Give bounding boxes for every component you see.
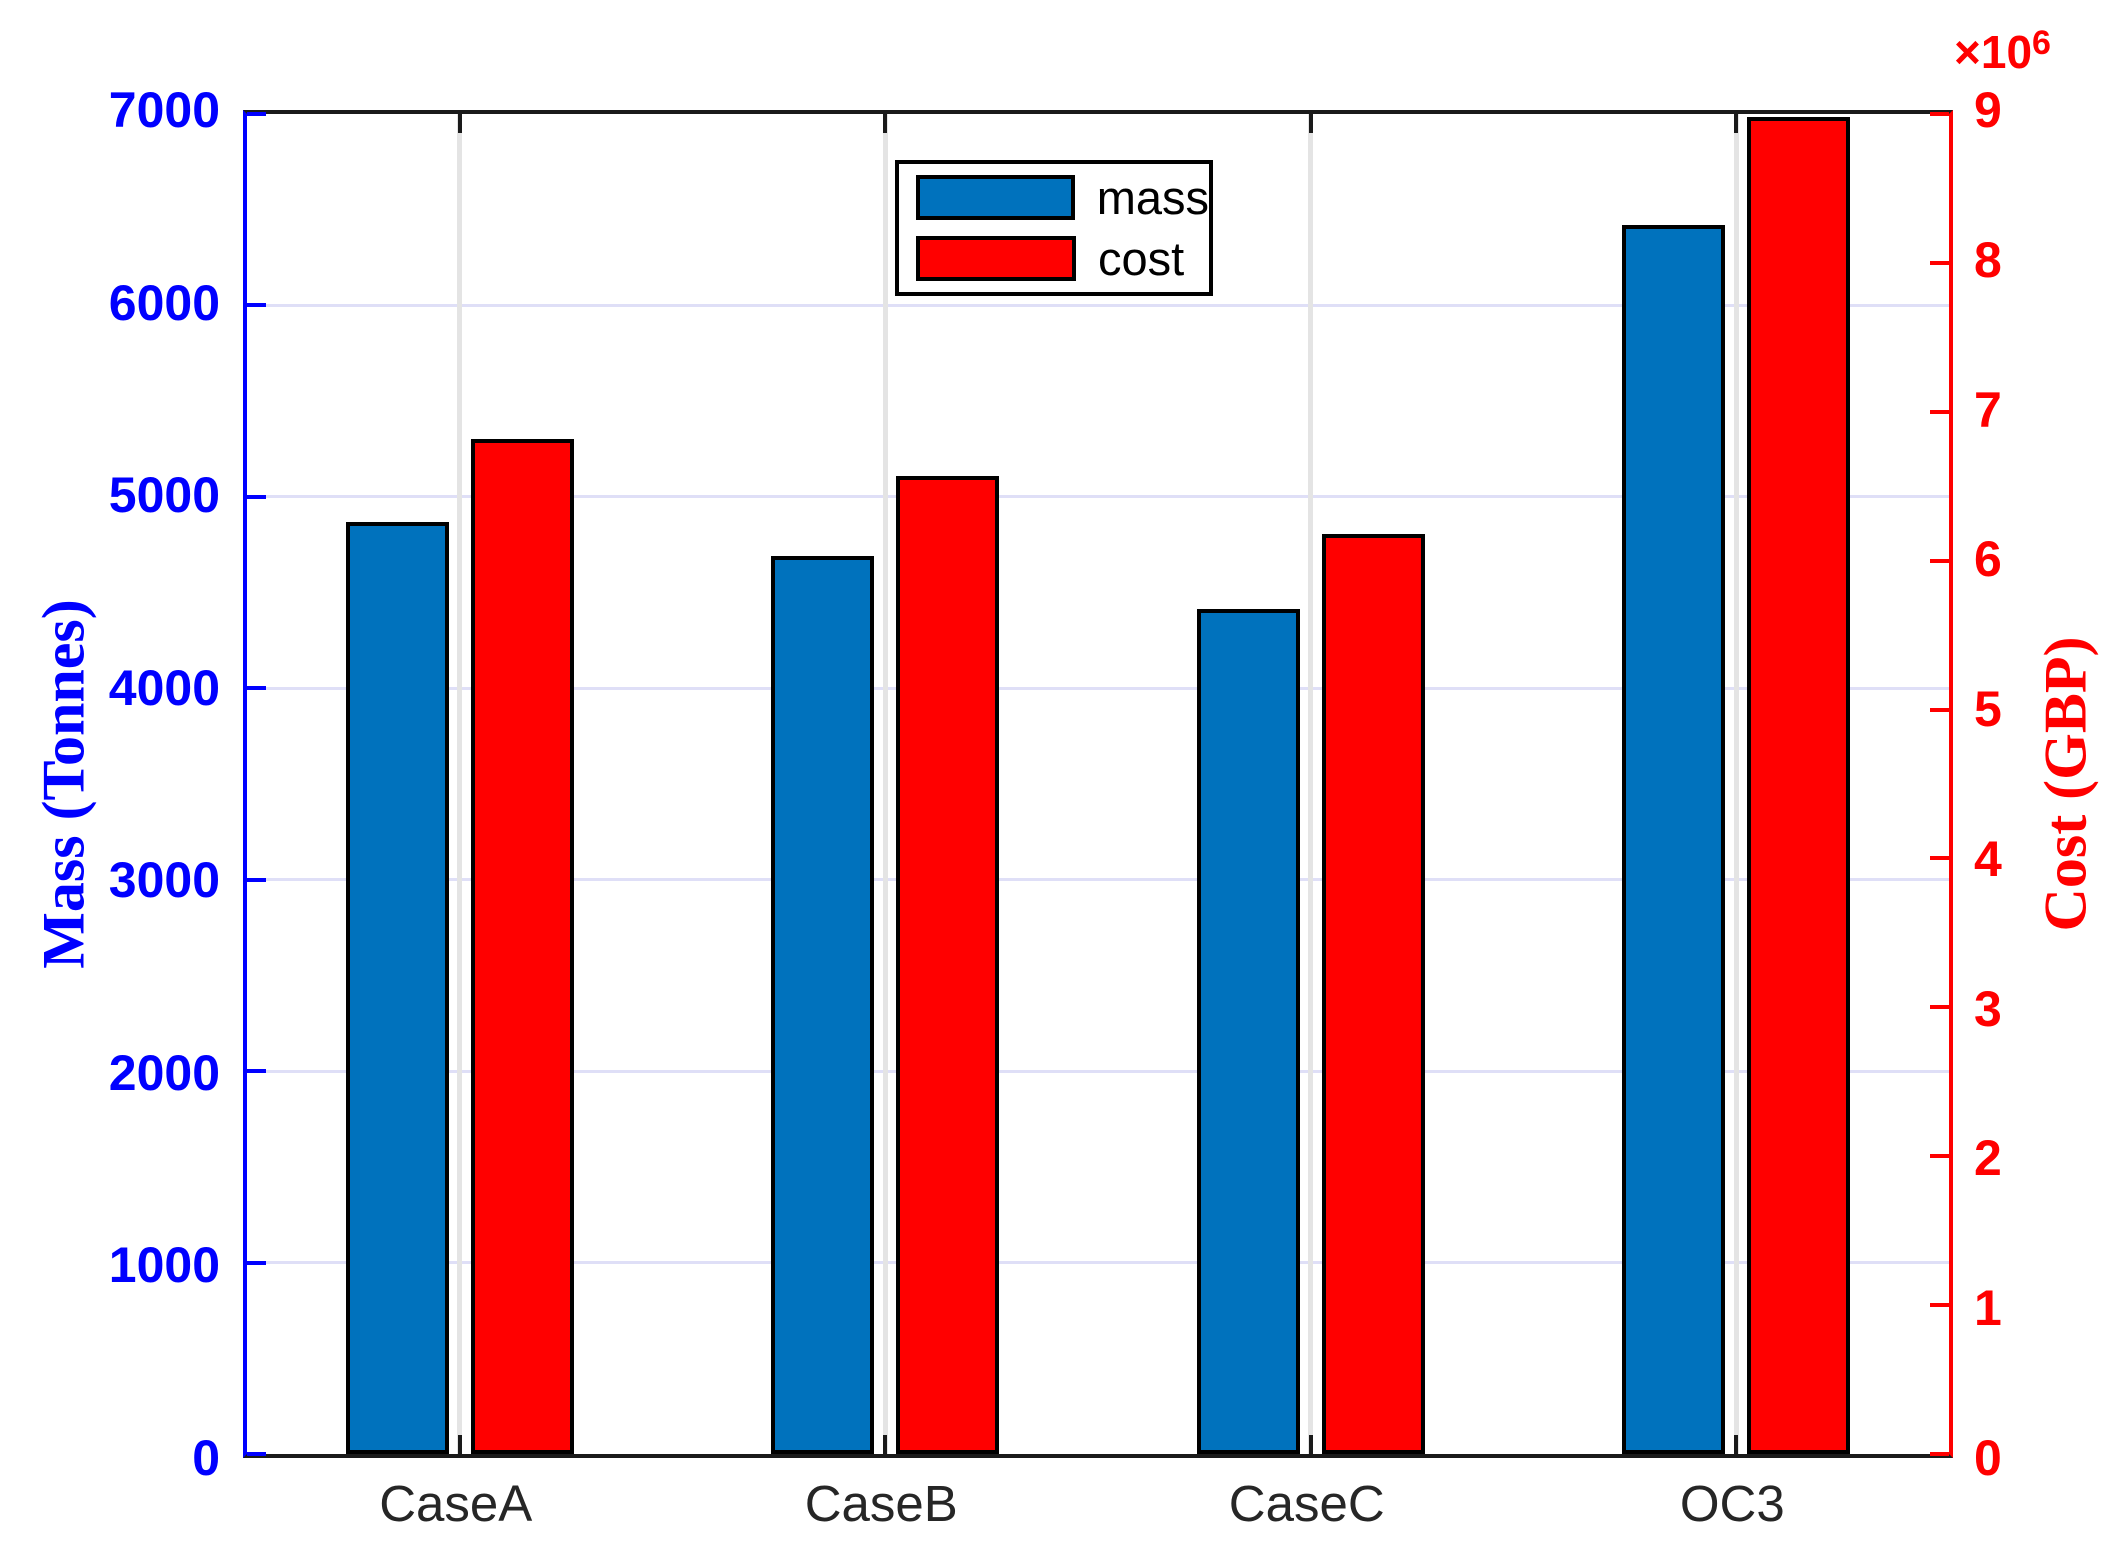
legend: mass cost: [895, 160, 1213, 296]
hgridline-4000: [247, 686, 1949, 690]
right-tick-label-2: 2: [1974, 1130, 2002, 1187]
left-tick-3000: [247, 877, 266, 882]
left-tick-2000: [247, 1069, 266, 1074]
left-tick-label-3000: 3000: [108, 852, 220, 909]
hgridline-6000: [247, 303, 1949, 307]
left-tick-1000: [247, 1260, 266, 1265]
cost-bar-OC3: [1747, 116, 1851, 1454]
legend-label-mass: mass: [1096, 171, 1209, 224]
left-tick-6000: [247, 303, 266, 308]
right-tick-label-1: 1: [1974, 1280, 2002, 1337]
right-tick-label-3: 3: [1974, 980, 2002, 1037]
right-tick-1: [1930, 1303, 1949, 1308]
right-tick-label-0: 0: [1974, 1430, 2002, 1486]
mass-bar-CaseB: [771, 556, 875, 1454]
x-tick-label-OC3: OC3: [1679, 1475, 1785, 1532]
mass-bar-OC3: [1622, 225, 1726, 1454]
right-tick-label-9: 9: [1974, 82, 2002, 138]
right-tick-label-4: 4: [1974, 830, 2002, 887]
vgridline-OC3: [1733, 114, 1739, 1454]
tick-bottom-OC3: [1734, 1435, 1739, 1454]
right-tick-5: [1930, 707, 1949, 712]
x-tick-label-CaseB: CaseB: [804, 1475, 958, 1532]
tick-bottom-CaseA: [457, 1435, 462, 1454]
vgridline-CaseB: [882, 114, 888, 1454]
cost-bar-CaseC: [1321, 533, 1425, 1454]
hgridline-3000: [247, 878, 1949, 882]
left-tick-7000: [247, 112, 266, 116]
tick-bottom-CaseB: [883, 1435, 888, 1454]
right-tick-8: [1930, 260, 1949, 265]
right-tick-label-5: 5: [1974, 681, 2002, 738]
right-tick-label-7: 7: [1974, 381, 2002, 438]
hgridline-5000: [247, 495, 1949, 499]
left-tick-label-7000: 7000: [108, 82, 220, 138]
left-tick-label-0: 0: [192, 1430, 220, 1486]
right-tick-3: [1930, 1005, 1949, 1010]
multiplier-exponent: 6: [2032, 24, 2051, 62]
legend-label-cost: cost: [1098, 232, 1185, 285]
vgridline-CaseC: [1308, 114, 1314, 1454]
cost-bar-CaseB: [896, 475, 1000, 1454]
left-tick-4000: [247, 686, 266, 691]
multiplier-base: ×10: [1954, 26, 2033, 78]
left-axis-title: Mass (Tonnes): [30, 599, 97, 969]
right-tick-label-6: 6: [1974, 531, 2002, 588]
left-tick-label-5000: 5000: [108, 467, 220, 524]
left-tick-0: [247, 1452, 266, 1456]
left-tick-label-1000: 1000: [108, 1237, 220, 1294]
cost-bar-CaseA: [470, 438, 574, 1454]
x-tick-label-CaseA: CaseA: [379, 1475, 533, 1532]
hgridline-1000: [247, 1261, 1949, 1265]
right-tick-6: [1930, 558, 1949, 563]
cost-swatch-icon: [916, 236, 1076, 281]
tick-bottom-CaseC: [1308, 1435, 1313, 1454]
legend-item-mass: mass: [916, 174, 1209, 221]
left-tick-label-2000: 2000: [108, 1044, 220, 1101]
left-tick-label-4000: 4000: [108, 659, 220, 716]
tick-top-CaseB: [883, 114, 888, 133]
mass-bar-CaseC: [1196, 608, 1300, 1454]
right-tick-9: [1930, 112, 1949, 116]
x-tick-label-CaseC: CaseC: [1228, 1475, 1385, 1532]
mass-swatch-icon: [916, 175, 1075, 220]
vgridline-CaseA: [457, 114, 463, 1454]
right-tick-4: [1930, 856, 1949, 861]
hgridline-2000: [247, 1069, 1949, 1073]
right-axis-multiplier: ×106: [1954, 26, 2051, 75]
right-tick-7: [1930, 409, 1949, 414]
tick-top-OC3: [1734, 114, 1739, 133]
right-tick-0: [1930, 1452, 1949, 1456]
legend-item-cost: cost: [916, 235, 1209, 282]
left-tick-5000: [247, 494, 266, 499]
right-tick-label-8: 8: [1974, 231, 2002, 288]
tick-top-CaseC: [1308, 114, 1313, 133]
tick-top-CaseA: [457, 114, 462, 133]
left-tick-label-6000: 6000: [108, 274, 220, 331]
plot-area: mass cost: [243, 110, 1953, 1458]
mass-bar-CaseA: [345, 521, 449, 1454]
right-tick-2: [1930, 1154, 1949, 1159]
right-axis-title: Cost (GBP): [2032, 636, 2099, 932]
